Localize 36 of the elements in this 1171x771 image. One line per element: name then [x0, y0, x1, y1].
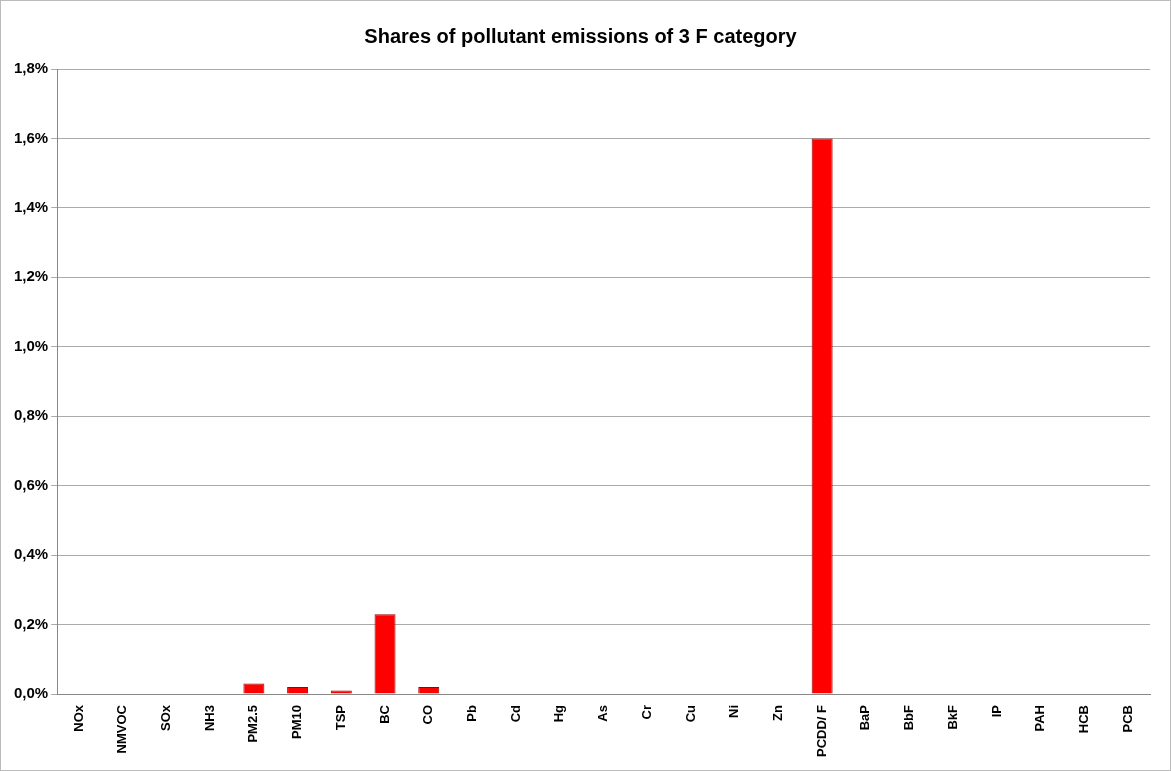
y-tick-label: 0,6% — [13, 475, 49, 493]
y-tick-label: 1,6% — [13, 128, 49, 146]
y-tick-label: 0,8% — [13, 406, 49, 424]
x-tick-label: Cu — [682, 704, 698, 723]
x-tick-label: BC — [376, 704, 392, 724]
chart-title: Shares of pollutant emissions of 3 F category — [364, 24, 798, 47]
y-tick-label: 0,4% — [13, 545, 49, 563]
x-tick-label: PM10 — [289, 705, 305, 739]
x-tick-label: TSP — [332, 704, 348, 731]
x-tick-label: PCDD/ F — [813, 704, 829, 757]
x-tick-label: NOx — [70, 704, 86, 732]
y-tick-label: 0,2% — [13, 614, 49, 632]
x-tick-label: Cd — [507, 704, 523, 723]
y-tick-label: 1,8% — [13, 59, 49, 77]
x-tick-label: Cr — [638, 705, 654, 720]
x-tick-label: BkF — [944, 704, 960, 730]
x-tick-label: SOx — [158, 704, 174, 732]
y-tick-label: 1,2% — [13, 267, 49, 285]
x-tick-label: PAH — [1032, 705, 1048, 732]
x-tick-label: As — [595, 705, 611, 722]
x-tick-label: CO — [420, 705, 436, 725]
x-tick-label: PCB — [1119, 705, 1135, 733]
x-tick-label: NMVOC — [114, 704, 130, 754]
x-tick-label: IP — [988, 704, 1004, 718]
x-tick-label: BaP — [857, 704, 873, 731]
x-tick-label: Ni — [726, 705, 742, 718]
y-tick-label: 0,0% — [13, 684, 49, 702]
y-tick-label: 1,4% — [13, 198, 49, 216]
x-tick-label: Pb — [464, 704, 480, 722]
x-tick-label: Zn — [770, 704, 786, 721]
x-tick-label: BbF — [901, 704, 917, 731]
x-tick-label: Hg — [551, 704, 567, 723]
x-tick-label: HCB — [1076, 705, 1092, 734]
x-tick-label: NH3 — [201, 705, 217, 732]
y-tick-label: 1,0% — [13, 336, 49, 354]
x-tick-label: PM2.5 — [245, 705, 261, 743]
